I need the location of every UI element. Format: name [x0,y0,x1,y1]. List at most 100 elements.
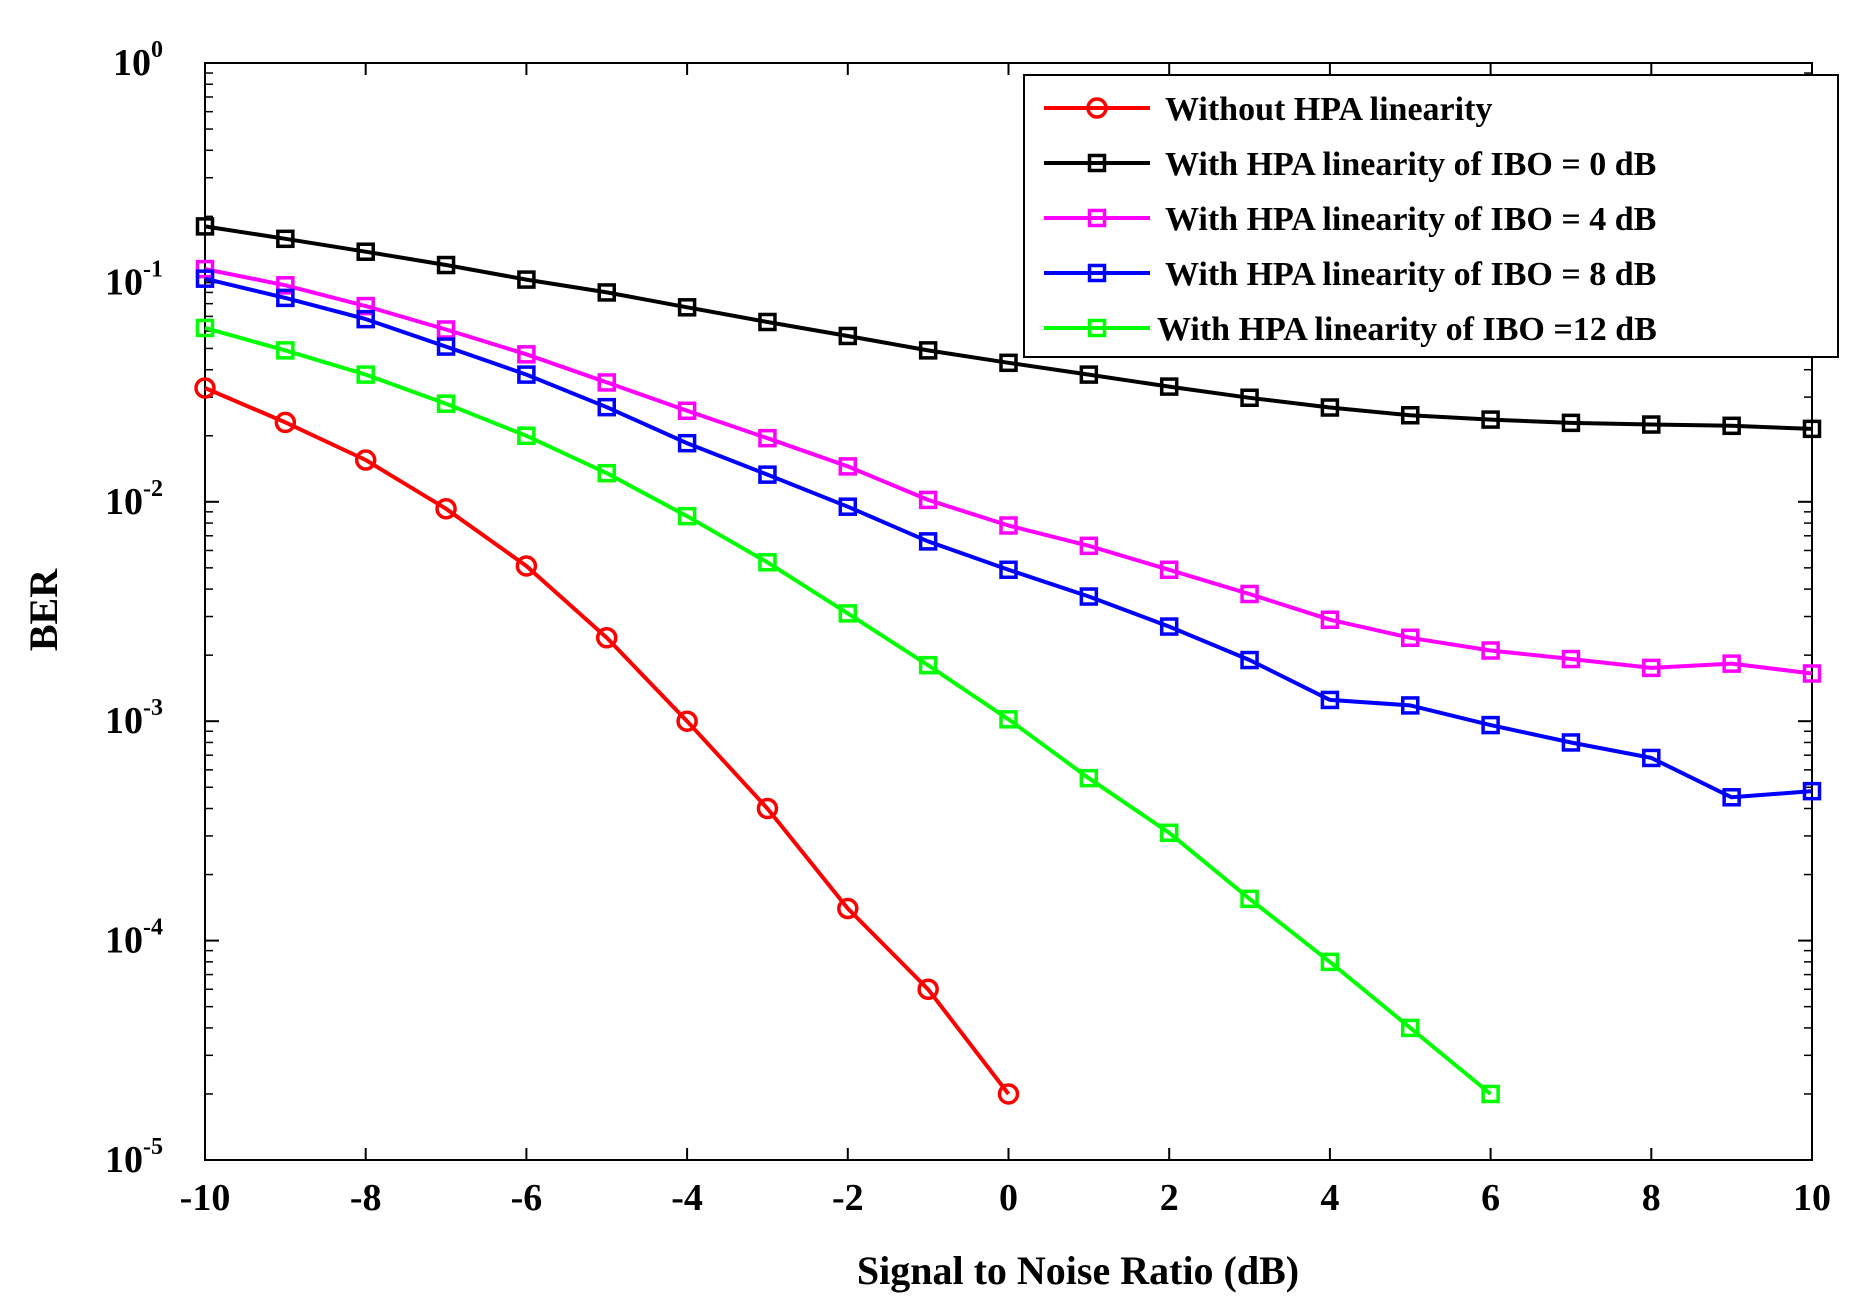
data-point [597,397,616,417]
data-point [918,655,938,675]
data-point [1401,1018,1420,1038]
x-tick-label: -4 [671,1177,703,1219]
data-point [1642,415,1661,434]
data-point [1481,410,1500,429]
data-point [1240,650,1259,670]
data-point [436,394,456,413]
y-tick-label: 100 [113,37,163,84]
series-1 [194,377,1020,1105]
legend-swatch-marker [1087,263,1107,283]
data-point [1401,628,1420,648]
y-tick-label: 10-1 [105,256,163,303]
data-point [1401,696,1420,715]
data-point [758,465,777,484]
data-point [677,433,697,453]
data-point [517,345,536,364]
legend-label: With HPA linearity of IBO = 4 dB [1165,201,1656,238]
data-point [999,710,1018,729]
data-point [1642,658,1661,678]
data-point [596,627,618,649]
data-point [1642,748,1661,768]
y-tick-label: 10-5 [105,1134,163,1181]
series-5 [195,318,1500,1104]
data-point [838,604,858,623]
x-tick-label: 2 [1160,1177,1179,1219]
data-point [597,373,616,392]
data-point [918,341,938,360]
data-point [677,298,697,317]
data-point [276,276,295,295]
data-point [1240,889,1259,909]
data-point [1481,715,1500,735]
data-point [1722,416,1741,436]
data-point [1159,377,1179,396]
data-point [1561,733,1581,752]
data-point [1320,610,1340,629]
data-point [195,259,215,279]
data-series [194,217,1822,1105]
series-3 [195,259,1822,683]
x-axis-title: Signal to Noise Ratio (dB) [857,1248,1299,1293]
legend-entry: With HPA linearity of IBO = 0 dB [1044,146,1656,183]
data-point [758,312,777,332]
data-point [1722,654,1741,673]
data-point [1240,388,1259,408]
data-point [195,318,215,338]
data-point [517,270,536,289]
data-point [276,341,295,360]
x-tick-label: -8 [350,1177,382,1219]
y-tick-label: 10-2 [105,476,163,523]
x-tick-label: -6 [511,1177,543,1219]
data-point [999,516,1018,535]
data-point [917,978,939,1001]
data-point [356,242,375,261]
data-point [1802,664,1822,683]
legend-entry: With HPA linearity of IBO = 8 dB [1044,256,1656,293]
data-point [837,897,859,920]
data-point [1481,641,1500,660]
data-point [1079,365,1099,384]
data-point [597,463,616,483]
data-point [276,288,295,308]
data-point [918,532,938,551]
data-point [1401,406,1420,425]
data-point [1079,587,1099,606]
y-axis-title: BER [21,568,66,651]
legend-label: With HPA linearity of IBO = 0 dB [1165,146,1656,183]
x-tick-label: 10 [1793,1177,1831,1219]
y-tick-label: 10-3 [105,695,163,742]
data-point [194,377,216,399]
series-2 [195,217,1822,439]
data-point [356,309,375,329]
data-point [195,269,215,288]
data-point [1159,823,1179,843]
data-point [354,449,377,471]
data-point [436,255,456,275]
series-line [204,276,1813,800]
data-point [758,428,777,448]
data-point [1240,584,1259,604]
legend-swatch-marker [1086,97,1108,119]
data-point [515,555,538,577]
data-point [677,506,697,526]
legend-label: With HPA linearity of IBO =12 dB [1157,311,1657,348]
data-point [1079,768,1099,788]
data-point [838,457,858,476]
data-point [436,337,456,356]
data-point [1561,413,1581,433]
data-point [1159,560,1179,580]
data-point [356,296,375,316]
x-tick-label: 6 [1481,1177,1500,1219]
data-point [1481,1084,1500,1104]
legend-label: Without HPA linearity [1165,91,1492,128]
data-point [436,320,456,339]
data-point [676,710,698,732]
data-point [1561,649,1581,669]
data-point [517,426,536,446]
data-point [918,490,938,510]
data-point [597,283,616,302]
legend-entry: Without HPA linearity [1044,91,1492,128]
legend-swatch-marker [1087,318,1107,338]
data-point [435,497,457,520]
